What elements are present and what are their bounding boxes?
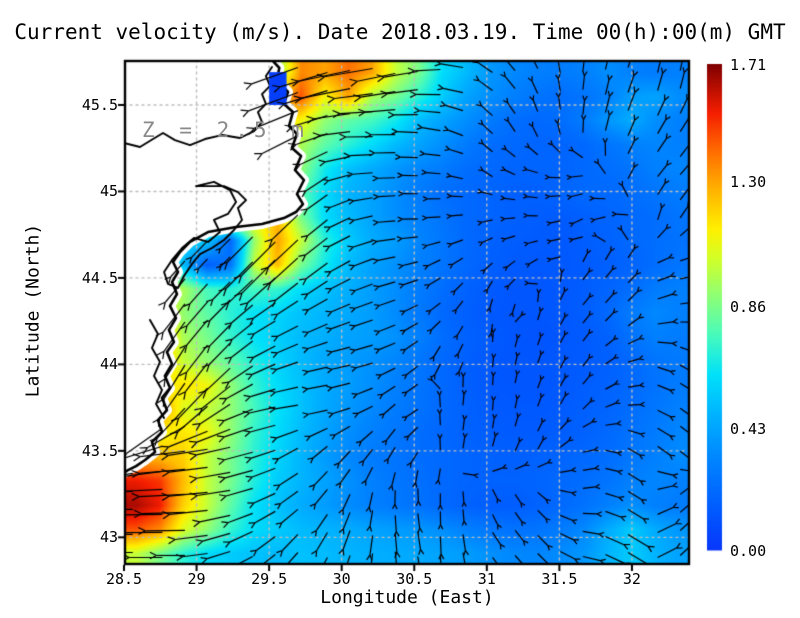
- y-axis-label: Latitude (North): [22, 223, 44, 398]
- x-tick-label: 30.5: [396, 570, 433, 588]
- chart-title: Current velocity (m/s). Date 2018.03.19.…: [14, 20, 786, 44]
- colorbar-tick-label: 1.71: [730, 56, 767, 74]
- x-tick-label: 29.5: [251, 570, 288, 588]
- y-tick-label: 45.5: [81, 95, 118, 114]
- x-tick-label: 30: [332, 570, 351, 588]
- x-tick-label: 31.5: [541, 570, 578, 588]
- y-tick-label: 43: [99, 528, 118, 547]
- y-tick-label: 45: [99, 182, 118, 201]
- x-tick-label: 29: [187, 570, 206, 588]
- y-tick-label: 43.5: [81, 441, 118, 460]
- y-tick-label: 44: [99, 355, 118, 374]
- y-tick-label: 44.5: [81, 268, 118, 287]
- x-tick-label: 32: [622, 570, 641, 588]
- colorbar-tick-label: 1.30: [730, 172, 767, 191]
- colorbar-tick-label: 0.86: [730, 297, 767, 316]
- x-tick-label: 28.5: [105, 570, 143, 588]
- x-axis-label: Longitude (East): [320, 587, 494, 608]
- colorbar-tick-label: 0.00: [730, 542, 767, 560]
- depth-annotation: Z = 2.5 m: [142, 118, 310, 142]
- x-tick-label: 31: [477, 570, 496, 588]
- colorbar-tick-label: 0.43: [730, 419, 767, 438]
